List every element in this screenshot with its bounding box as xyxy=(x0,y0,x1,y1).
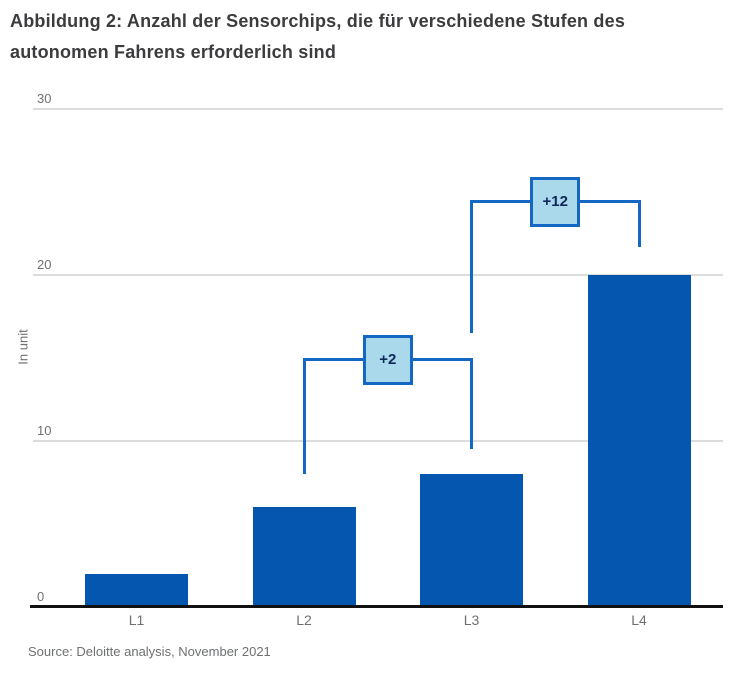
x-category-label: L3 xyxy=(463,612,480,628)
y-tick-label: 30 xyxy=(37,91,52,106)
x-category-label: L1 xyxy=(128,612,145,628)
source-note: Source: Deloitte analysis, November 2021 xyxy=(28,644,271,659)
y-tick-label: 0 xyxy=(37,589,45,604)
annotation-box: +2 xyxy=(362,334,413,385)
y-gridline xyxy=(33,108,723,110)
bar-l1 xyxy=(85,573,188,605)
y-tick-label: 10 xyxy=(37,423,52,438)
bracket-right-arm xyxy=(470,358,473,450)
figure-title-line1: Abbildung 2: Anzahl der Sensorchips, die… xyxy=(10,11,626,31)
annotation-box: +12 xyxy=(530,176,581,227)
bar-l4 xyxy=(587,275,691,605)
bracket-right-arm xyxy=(637,200,641,247)
x-category-label: L4 xyxy=(631,612,647,628)
bracket-left-arm xyxy=(302,358,306,475)
bar-l2 xyxy=(252,507,356,605)
x-axis-line xyxy=(30,605,723,608)
figure-title: Abbildung 2: Anzahl der Sensorchips, die… xyxy=(10,6,725,68)
bracket-left-arm xyxy=(470,200,473,334)
bar-l3 xyxy=(420,474,523,605)
figure-title-line2: autonomen Fahrens erforderlich sind xyxy=(10,42,337,62)
y-gridline xyxy=(33,440,723,442)
y-tick-label: 20 xyxy=(37,257,52,272)
y-gridline xyxy=(33,274,723,276)
x-category-label: L2 xyxy=(296,612,312,628)
